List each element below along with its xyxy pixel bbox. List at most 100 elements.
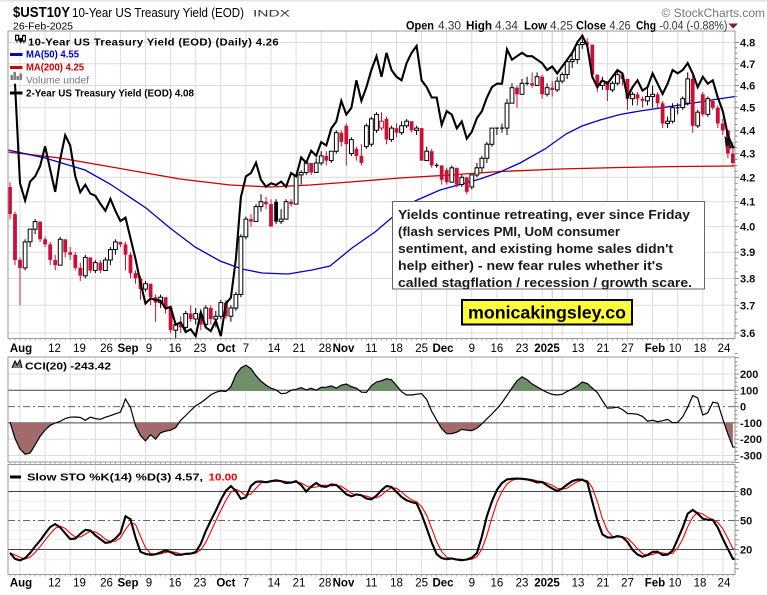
svg-text:14: 14 xyxy=(268,578,281,590)
svg-text:(-0.88%): (-0.88%) xyxy=(687,21,728,33)
svg-text:Oct: Oct xyxy=(216,578,235,590)
svg-text:10-Year US Treasury Yield (EOD: 10-Year US Treasury Yield (EOD) xyxy=(72,6,244,20)
svg-text:16: 16 xyxy=(169,343,182,355)
svg-text:Nov: Nov xyxy=(333,578,355,590)
svg-text:14: 14 xyxy=(268,343,281,355)
svg-text:9: 9 xyxy=(146,578,152,590)
svg-text:21: 21 xyxy=(293,578,306,590)
svg-text:Open: Open xyxy=(406,21,434,33)
svg-text:Dec: Dec xyxy=(432,343,454,355)
svg-text:18: 18 xyxy=(694,343,707,355)
svg-text:19: 19 xyxy=(73,578,86,590)
svg-text:100: 100 xyxy=(740,385,758,397)
svg-text:CCI(20) -243.42: CCI(20) -243.42 xyxy=(25,361,111,373)
svg-text:3.8: 3.8 xyxy=(740,273,755,285)
svg-text:80: 80 xyxy=(740,487,752,499)
svg-text:10: 10 xyxy=(669,578,682,590)
svg-text:called stagflation / recession: called stagflation / recession / growth … xyxy=(398,276,692,290)
svg-text:16: 16 xyxy=(491,343,504,355)
svg-text:Sep: Sep xyxy=(117,578,138,590)
svg-text:50: 50 xyxy=(740,516,752,528)
svg-text:3.9: 3.9 xyxy=(740,247,755,259)
svg-text:4.3: 4.3 xyxy=(740,149,755,161)
svg-text:Feb: Feb xyxy=(645,578,665,590)
svg-text:3.6: 3.6 xyxy=(740,328,755,340)
svg-text:monicakingsley.co: monicakingsley.co xyxy=(468,303,626,323)
svg-text:11: 11 xyxy=(365,578,377,590)
svg-text:Aug: Aug xyxy=(10,578,32,590)
svg-text:2025: 2025 xyxy=(534,578,560,590)
svg-text:sentiment, and existing home s: sentiment, and existing home sales didn'… xyxy=(398,242,674,256)
svg-text:Feb: Feb xyxy=(645,343,665,355)
svg-text:4.0: 4.0 xyxy=(740,222,755,234)
svg-text:MA(200) 4.25: MA(200) 4.25 xyxy=(26,62,84,74)
svg-text:4.7: 4.7 xyxy=(740,59,755,71)
svg-text:2025: 2025 xyxy=(534,343,560,355)
svg-text:25: 25 xyxy=(415,343,428,355)
svg-text:2-Year US Treasury Yield (EOD): 2-Year US Treasury Yield (EOD) 4.08 xyxy=(26,88,194,100)
svg-text:4.6: 4.6 xyxy=(740,81,755,93)
svg-text:$UST10Y: $UST10Y xyxy=(13,5,70,21)
svg-text:26-Feb-2025: 26-Feb-2025 xyxy=(13,21,73,33)
svg-text:4.25: 4.25 xyxy=(550,21,573,33)
svg-text:4.30: 4.30 xyxy=(438,21,461,33)
svg-text:10-Year US Treasury Yield (EOD: 10-Year US Treasury Yield (EOD) (Daily) … xyxy=(28,37,279,49)
svg-text:Nov: Nov xyxy=(333,343,355,355)
svg-text:12: 12 xyxy=(48,343,61,355)
svg-text:Low: Low xyxy=(524,21,547,33)
svg-text:13: 13 xyxy=(572,343,585,355)
svg-text:3.7: 3.7 xyxy=(740,300,755,312)
svg-text:MA(50) 4.55: MA(50) 4.55 xyxy=(26,49,79,61)
svg-text:16: 16 xyxy=(169,578,182,590)
svg-text:26: 26 xyxy=(100,343,113,355)
svg-text:4.8: 4.8 xyxy=(740,38,755,50)
svg-text:-100: -100 xyxy=(740,418,762,430)
svg-text:18: 18 xyxy=(390,343,403,355)
svg-text:-0.04: -0.04 xyxy=(660,21,685,33)
svg-text:27: 27 xyxy=(621,578,634,590)
svg-text:24: 24 xyxy=(718,343,731,355)
svg-text:4.26: 4.26 xyxy=(610,21,631,33)
svg-text:Oct: Oct xyxy=(216,343,235,355)
svg-text:9: 9 xyxy=(469,578,475,590)
svg-text:Sep: Sep xyxy=(117,343,138,355)
svg-text:23: 23 xyxy=(194,343,207,355)
svg-text:19: 19 xyxy=(73,343,86,355)
svg-text:4.4: 4.4 xyxy=(740,125,756,137)
svg-text:Close: Close xyxy=(576,21,606,33)
svg-text:© StockCharts.com: © StockCharts.com xyxy=(661,6,765,20)
svg-text:200: 200 xyxy=(740,369,758,381)
svg-text:4.1: 4.1 xyxy=(740,197,755,209)
svg-text:4.34: 4.34 xyxy=(495,21,519,33)
svg-text:26: 26 xyxy=(100,578,113,590)
svg-text:Chg: Chg xyxy=(636,21,656,33)
svg-text:28: 28 xyxy=(319,343,332,355)
svg-text:27: 27 xyxy=(621,343,634,355)
svg-text:Dec: Dec xyxy=(432,578,454,590)
svg-text:9: 9 xyxy=(469,343,475,355)
svg-text:4.5: 4.5 xyxy=(740,103,755,115)
svg-text:Slow STO %K(14) %D(3) 4.57,: Slow STO %K(14) %D(3) 4.57, xyxy=(27,472,203,484)
svg-text:Yields continue retreating, ev: Yields continue retreating, ever since F… xyxy=(398,208,690,222)
svg-text:24: 24 xyxy=(718,578,731,590)
svg-text:-200: -200 xyxy=(740,434,762,446)
svg-text:25: 25 xyxy=(415,578,428,590)
svg-text:10.00: 10.00 xyxy=(209,472,238,484)
svg-text:help either) - new fear rules: help either) - new fear rules whether it… xyxy=(398,259,663,273)
svg-text:23: 23 xyxy=(194,578,207,590)
svg-text:16: 16 xyxy=(491,578,504,590)
svg-text:7: 7 xyxy=(243,343,249,355)
svg-text:9: 9 xyxy=(146,343,152,355)
svg-text:10: 10 xyxy=(669,343,682,355)
svg-text:Volume undef: Volume undef xyxy=(26,75,89,87)
svg-text:12: 12 xyxy=(48,578,61,590)
svg-text:18: 18 xyxy=(694,578,707,590)
svg-text:0: 0 xyxy=(740,402,746,414)
svg-text:28: 28 xyxy=(319,578,332,590)
svg-text:13: 13 xyxy=(572,578,585,590)
svg-text:INDX: INDX xyxy=(253,9,291,20)
svg-text:High: High xyxy=(466,21,492,33)
svg-text:23: 23 xyxy=(516,343,529,355)
svg-text:-300: -300 xyxy=(740,451,762,463)
svg-text:Aug: Aug xyxy=(10,343,32,355)
